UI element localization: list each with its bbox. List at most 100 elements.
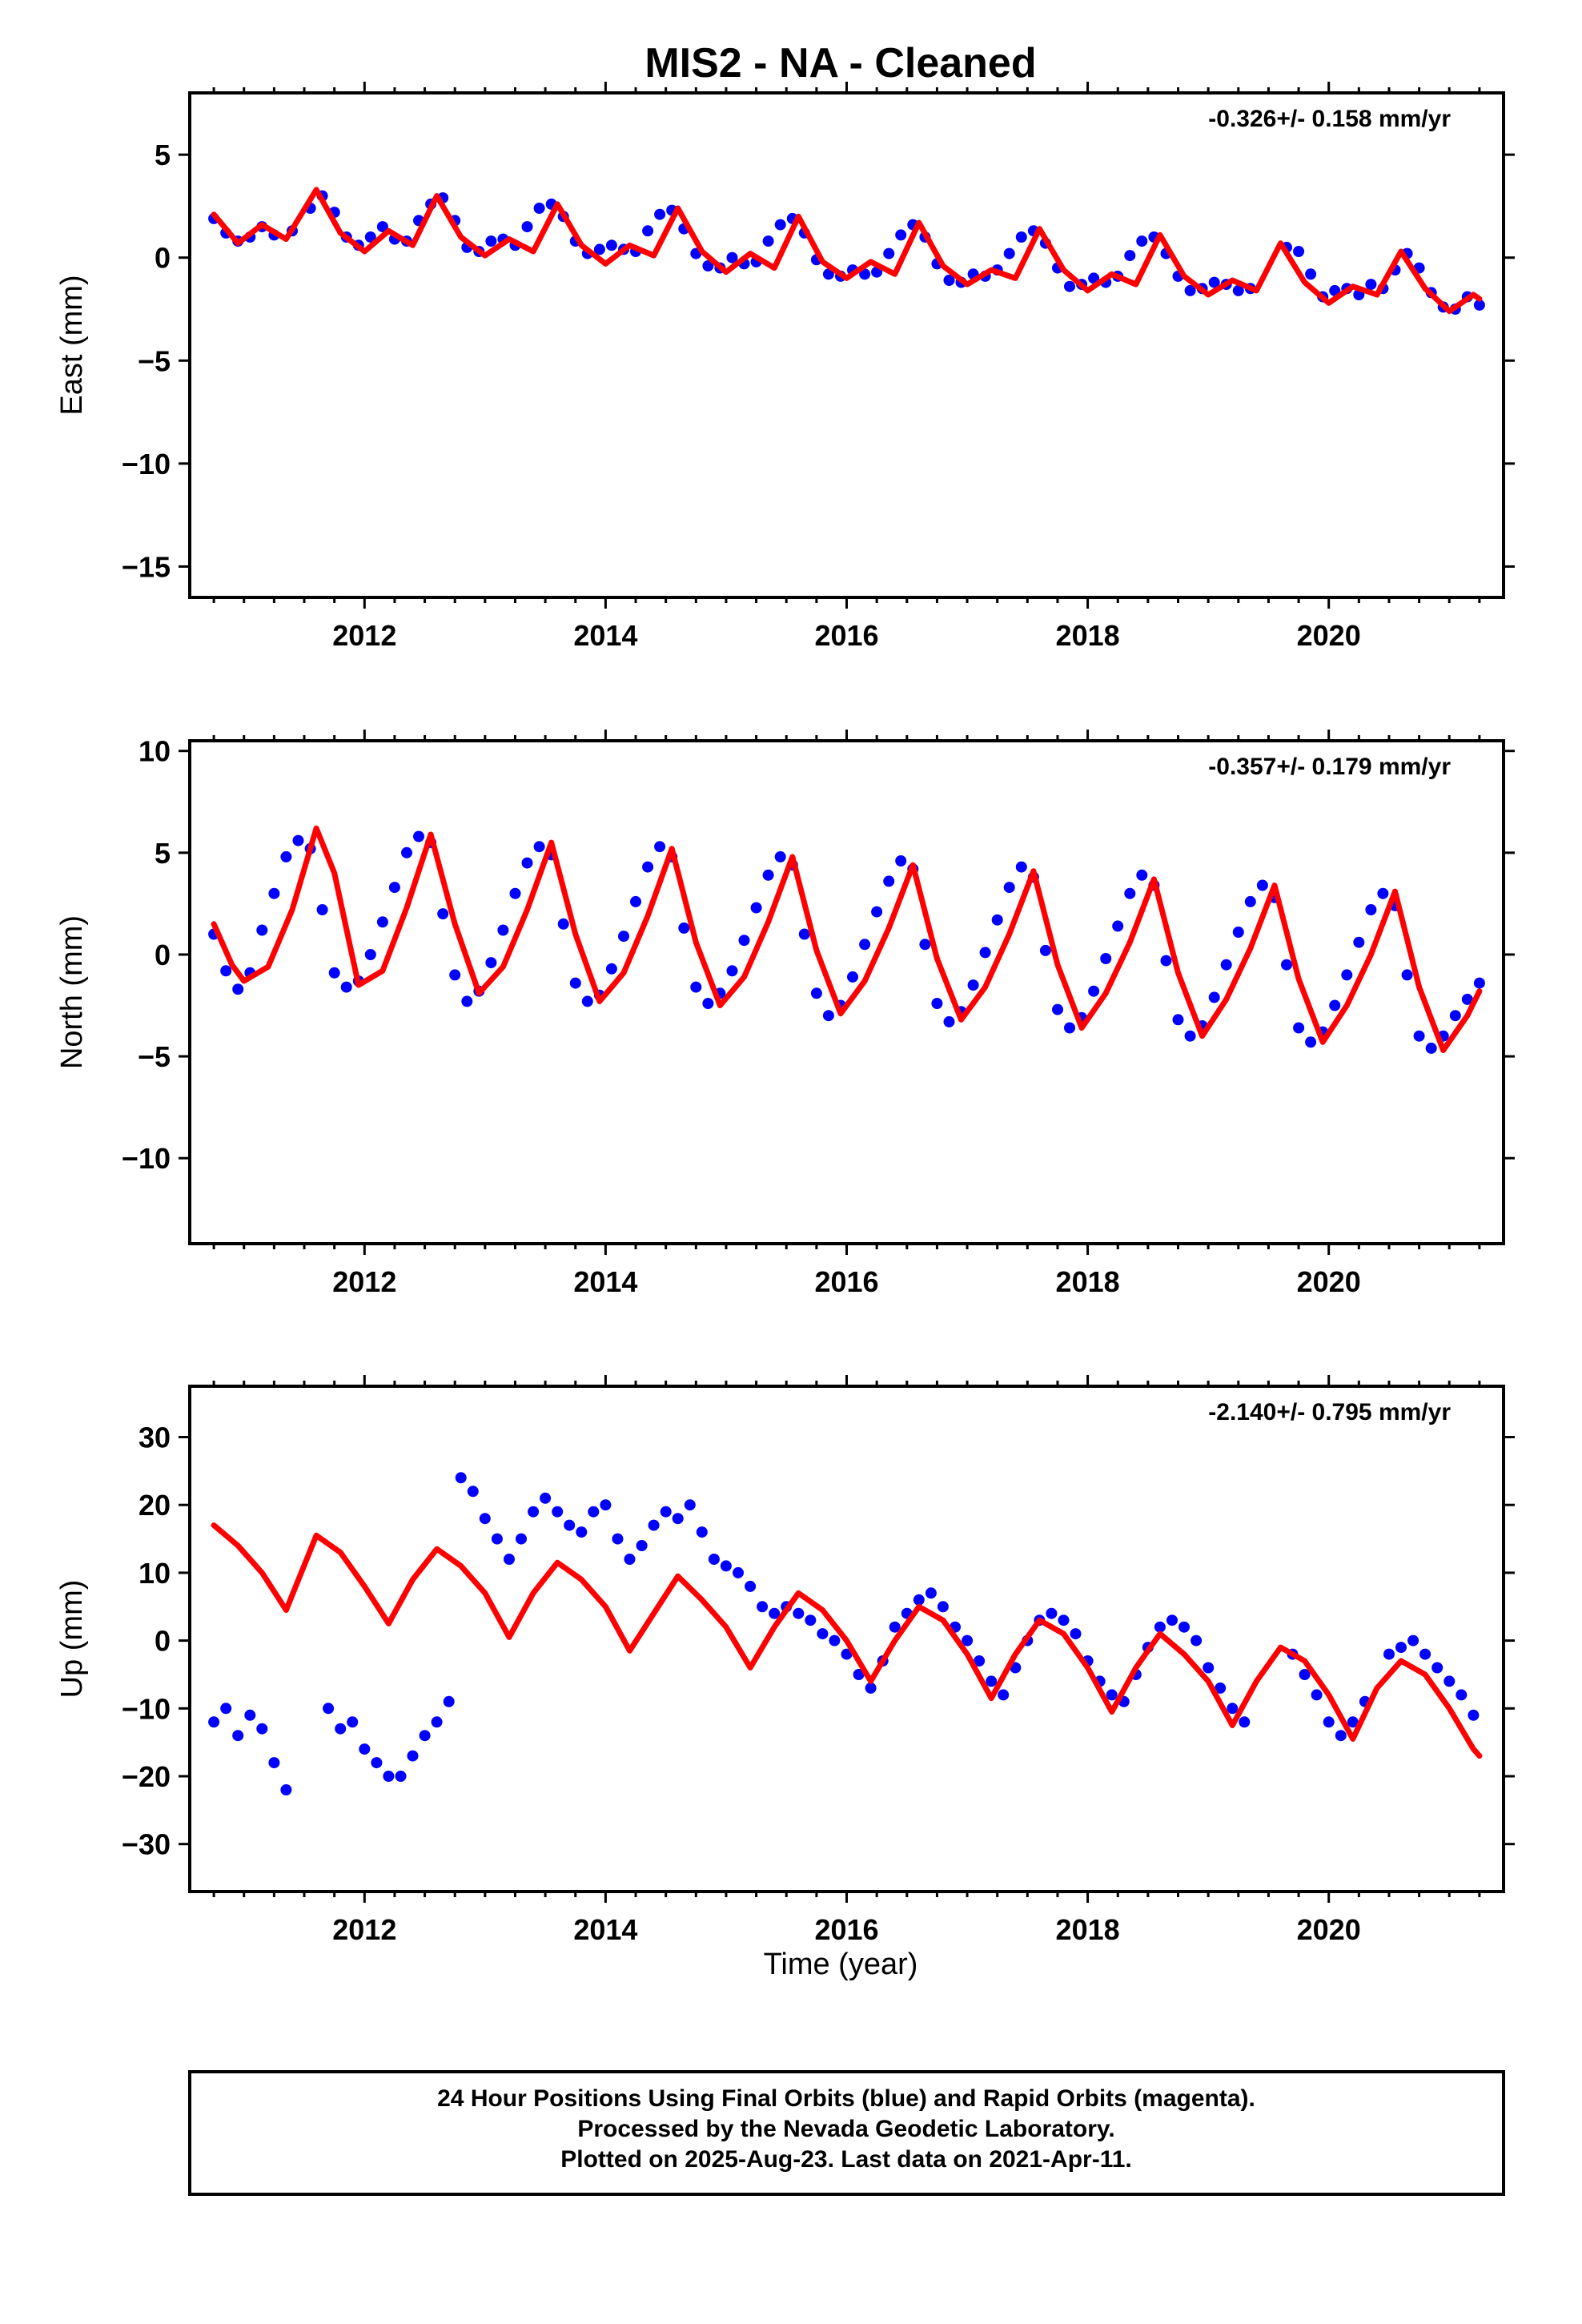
up-data-point <box>696 1526 708 1538</box>
north-data-point <box>1365 904 1377 915</box>
up-data-point <box>280 1784 292 1795</box>
up-data-point <box>244 1709 256 1721</box>
north-data-point <box>931 998 943 1009</box>
north-data-point <box>678 922 690 934</box>
north-data-point <box>256 924 268 936</box>
up-data-point <box>974 1655 986 1667</box>
north-data-point <box>1208 991 1220 1003</box>
up-data-point <box>323 1703 335 1715</box>
up-data-point <box>612 1533 624 1545</box>
north-data-point <box>822 1010 834 1022</box>
north-data-point <box>557 918 569 930</box>
up-data-point <box>913 1594 925 1606</box>
east-data-point <box>593 243 605 255</box>
east-data-point <box>774 219 786 231</box>
north-data-point <box>1244 895 1256 907</box>
up-data-point <box>371 1757 383 1769</box>
caption-line-3: Plotted on 2025-Aug-23. Last data on 202… <box>560 2146 1132 2173</box>
north-data-point <box>1015 861 1027 873</box>
east-x-tick-label: 2014 <box>573 619 637 652</box>
north-data-point <box>810 987 822 999</box>
up-data-point <box>1395 1642 1407 1654</box>
east-y-tick-label: −10 <box>122 448 171 480</box>
up-x-tick-label: 2018 <box>1056 1913 1120 1946</box>
north-data-point <box>461 995 473 1007</box>
east-data-point <box>521 221 533 233</box>
north-data-point <box>340 981 352 993</box>
east-data-point <box>1329 284 1341 296</box>
north-rate-annotation: -0.357+/- 0.179 mm/yr <box>1208 754 1451 780</box>
east-x-tick-label: 2018 <box>1056 619 1120 652</box>
up-x-tick-label: 2020 <box>1297 1913 1361 1946</box>
up-data-point <box>1070 1628 1082 1640</box>
up-data-point <box>1154 1621 1166 1633</box>
up-data-point <box>1407 1634 1419 1647</box>
east-model-curve <box>211 187 1483 315</box>
up-data-point <box>455 1472 467 1484</box>
up-data-point <box>1299 1669 1311 1680</box>
up-data-point <box>467 1486 479 1498</box>
east-y-tick-label: 5 <box>155 139 171 171</box>
east-data-point <box>642 225 654 237</box>
north-data-point <box>798 928 810 940</box>
up-data-point <box>1468 1709 1480 1721</box>
east-data-points <box>208 190 1485 315</box>
up-data-point <box>841 1648 853 1660</box>
north-data-point <box>605 963 617 975</box>
up-data-point <box>1227 1703 1239 1715</box>
east-data-point <box>1232 284 1244 296</box>
up-data-point <box>407 1750 419 1762</box>
north-x-tick-label: 2016 <box>814 1265 878 1298</box>
north-data-point <box>750 902 762 914</box>
north-x-tick-label: 2012 <box>332 1265 396 1298</box>
north-data-point <box>1172 1014 1184 1026</box>
up-data-point <box>1166 1614 1178 1626</box>
north-data-point <box>581 995 593 1007</box>
east-data-point <box>1136 235 1148 247</box>
up-data-point <box>817 1628 829 1640</box>
up-data-point <box>1191 1634 1203 1647</box>
caption-line-2: Processed by the Nevada Geodetic Laborat… <box>577 2116 1114 2142</box>
north-data-point <box>618 931 629 943</box>
north-data-point <box>1473 977 1485 989</box>
up-data-point <box>431 1716 443 1728</box>
up-data-point <box>962 1634 974 1647</box>
north-data-point <box>268 887 280 899</box>
north-data-point <box>859 939 871 951</box>
up-data-point <box>588 1506 600 1518</box>
east-data-point <box>1003 247 1015 259</box>
east-x-tick-label: 2020 <box>1297 619 1361 652</box>
up-data-point <box>720 1560 732 1572</box>
up-data-point <box>347 1716 359 1728</box>
up-y-tick-label: 20 <box>139 1489 171 1522</box>
east-data-point <box>1088 272 1100 284</box>
up-data-point <box>636 1540 648 1551</box>
up-data-point <box>925 1587 937 1599</box>
north-data-point <box>316 904 328 915</box>
up-data-point <box>1335 1730 1347 1742</box>
north-data-point <box>1220 959 1232 971</box>
east-data-point <box>654 208 666 220</box>
north-data-point <box>292 834 304 846</box>
east-data-point <box>364 231 376 243</box>
north-data-point <box>232 983 244 995</box>
up-data-point <box>1215 1682 1227 1694</box>
up-data-point <box>564 1519 576 1531</box>
up-data-point <box>708 1554 720 1565</box>
north-data-point <box>1256 879 1268 891</box>
north-data-point <box>388 882 400 894</box>
up-data-point <box>359 1743 371 1755</box>
up-data-point <box>504 1554 515 1565</box>
north-data-point <box>1100 953 1112 964</box>
east-data-point <box>1293 246 1305 257</box>
north-data-point <box>328 967 340 979</box>
north-data-point <box>509 887 521 899</box>
north-data-point <box>1401 969 1413 981</box>
east-data-point <box>726 251 738 263</box>
up-data-point <box>395 1771 407 1782</box>
east-data-point <box>1184 284 1196 296</box>
north-data-point <box>654 841 666 853</box>
up-data-point <box>853 1669 865 1680</box>
up-y-tick-label: 30 <box>139 1421 171 1454</box>
